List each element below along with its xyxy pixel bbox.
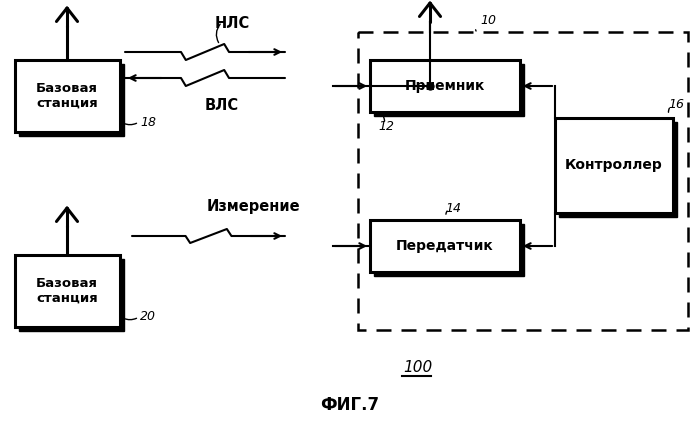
Text: Приемник: Приемник bbox=[405, 79, 485, 93]
Text: НЛС: НЛС bbox=[214, 16, 250, 31]
Polygon shape bbox=[15, 255, 120, 327]
Polygon shape bbox=[19, 259, 124, 331]
Text: 12: 12 bbox=[378, 120, 394, 132]
Text: Базовая
станция: Базовая станция bbox=[36, 277, 98, 305]
Text: ВЛС: ВЛС bbox=[205, 98, 239, 112]
Text: 10: 10 bbox=[480, 14, 496, 27]
Polygon shape bbox=[15, 60, 120, 132]
Polygon shape bbox=[555, 118, 673, 213]
Text: Базовая
станция: Базовая станция bbox=[36, 82, 98, 110]
Text: 18: 18 bbox=[140, 115, 156, 128]
Text: 14: 14 bbox=[445, 201, 461, 215]
Text: Измерение: Измерение bbox=[207, 200, 300, 215]
Bar bbox=[358, 32, 688, 330]
Polygon shape bbox=[370, 60, 520, 112]
Text: ФИГ.7: ФИГ.7 bbox=[321, 396, 379, 414]
Text: Передатчик: Передатчик bbox=[396, 239, 494, 253]
Text: 100: 100 bbox=[403, 360, 433, 375]
Polygon shape bbox=[19, 64, 124, 136]
Polygon shape bbox=[370, 220, 520, 272]
Text: 16: 16 bbox=[668, 98, 684, 112]
Text: Контроллер: Контроллер bbox=[565, 159, 663, 173]
Polygon shape bbox=[374, 64, 524, 116]
Text: 20: 20 bbox=[140, 310, 156, 324]
Polygon shape bbox=[374, 224, 524, 276]
Polygon shape bbox=[559, 122, 677, 217]
